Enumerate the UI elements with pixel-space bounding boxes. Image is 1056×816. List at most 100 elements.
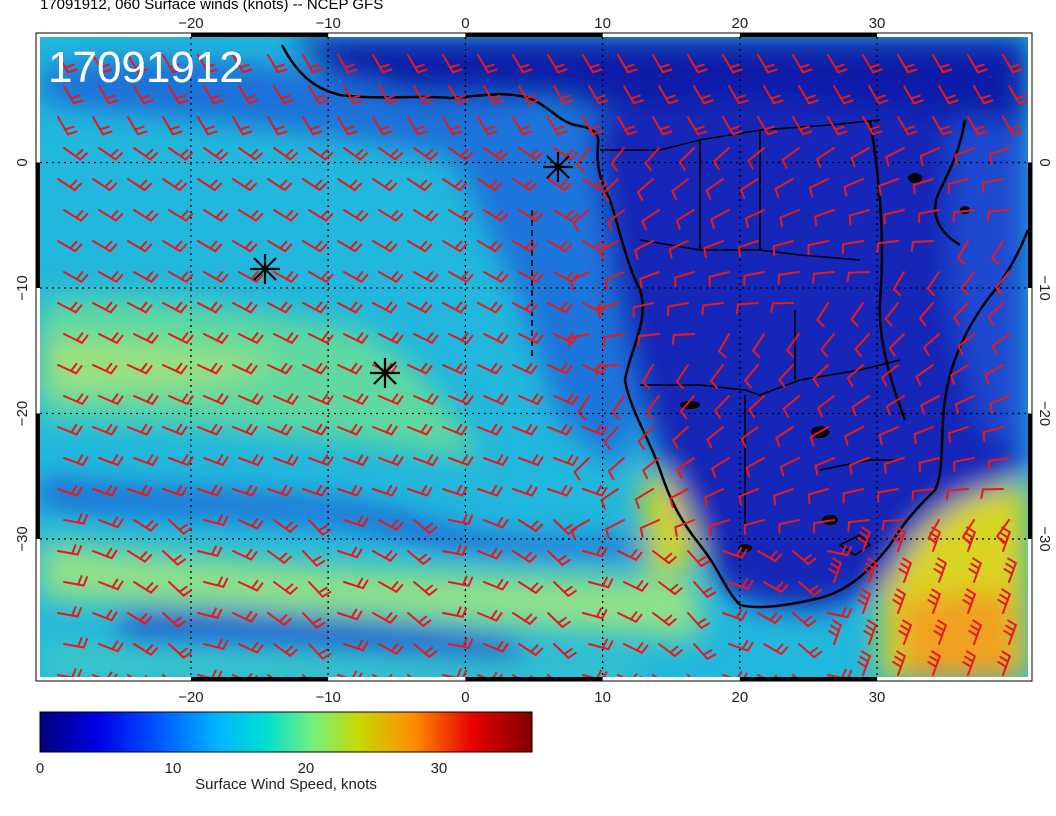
wind-barb: [273, 85, 294, 105]
wind-barb: [868, 85, 889, 105]
wind-barb: [798, 581, 823, 597]
wind-barb: [950, 364, 969, 386]
wind-barb: [817, 395, 835, 418]
wind-barb: [337, 178, 363, 191]
wind-barb: [897, 54, 918, 74]
wind-barb: [605, 519, 625, 539]
wind-barb: [238, 271, 264, 283]
wind-barb: [607, 209, 625, 232]
wind-barb: [582, 54, 603, 74]
wind-barb: [98, 147, 123, 161]
wind-barb: [693, 85, 714, 105]
wind-barb: [343, 454, 369, 466]
wind-barb: [812, 271, 835, 284]
wind-barb: [238, 332, 264, 344]
wind-barb: [603, 426, 619, 451]
wind-barb: [98, 85, 119, 105]
wind-barb: [863, 557, 877, 583]
lat-labels-right: 0 −10 −20 −30: [1036, 158, 1053, 551]
wind-barb: [197, 240, 223, 253]
wind-barb: [302, 484, 328, 497]
coastline: [280, 44, 1028, 609]
wind-barb: [442, 484, 468, 497]
wind-barb: [197, 54, 218, 74]
wind-barb: [512, 612, 538, 625]
wind-barb: [926, 271, 940, 297]
wind-barb: [378, 147, 403, 161]
wind-barb: [477, 116, 498, 136]
wind-barb: [915, 364, 934, 386]
wind-barb: [127, 362, 153, 375]
wind-barb: [779, 209, 800, 228]
wind-barb: [639, 271, 660, 289]
wind-barb: [807, 488, 829, 505]
wind-barb: [933, 557, 947, 583]
wind-barb: [885, 395, 905, 416]
wind-barb: [442, 606, 468, 618]
wind-barb: [947, 426, 969, 444]
wind-barb: [448, 147, 473, 161]
wind-barb: [203, 576, 229, 588]
wind-barb: [518, 332, 544, 344]
wind-barb: [711, 457, 730, 479]
wind-barb: [483, 85, 504, 105]
wind-barb: [407, 240, 433, 253]
wind-barb: [63, 454, 89, 466]
wind-barb: [967, 116, 988, 136]
wind-barb: [611, 395, 625, 420]
wind-barb: [892, 650, 906, 676]
wind-barb: [162, 484, 188, 497]
wind-barb: [267, 423, 293, 436]
wind-barb: [92, 301, 118, 314]
wind-barb: [162, 612, 186, 628]
wind-barb: [710, 209, 730, 230]
wind-barb: [962, 526, 976, 552]
wind-barb: [442, 301, 468, 314]
wind-barb: [770, 302, 794, 314]
wind-barb: [675, 209, 695, 230]
wind-barb: [267, 116, 288, 136]
wind-barb: [644, 147, 660, 172]
wind-barb: [442, 362, 468, 375]
wind-barb: [63, 393, 89, 405]
wind-barb: [57, 240, 83, 253]
wind-barb: [588, 576, 614, 589]
wind-barb: [570, 271, 590, 291]
wind-barb: [816, 147, 835, 169]
wind-barb: [372, 612, 398, 624]
wind-barb: [63, 332, 89, 344]
wind-barb: [57, 484, 83, 497]
wind-barb: [637, 426, 654, 450]
wind-barb: [857, 650, 871, 676]
wind-barb: [477, 362, 503, 375]
wind-barb: [623, 642, 649, 654]
wind-barb: [669, 488, 689, 509]
wind-barb: [232, 610, 258, 623]
wind-barb: [576, 147, 590, 172]
wind-barb: [850, 147, 870, 168]
graticule: [40, 37, 1028, 677]
wind-barb: [778, 519, 800, 535]
wind-barb: [448, 575, 474, 587]
wind-barb: [752, 333, 765, 359]
wind-barb: [547, 178, 573, 191]
lon-tick-label: 20: [731, 15, 748, 32]
wind-barb: [232, 54, 253, 74]
wind-barb: [667, 302, 689, 317]
wind-barb: [572, 209, 590, 232]
wind-barb: [337, 362, 363, 375]
wind-barb: [792, 550, 817, 566]
wind-barb: [849, 457, 870, 475]
wind-barb: [203, 85, 224, 105]
wind-barb: [878, 178, 899, 196]
wind-barb: [512, 550, 538, 563]
wind-barb: [744, 364, 759, 389]
wind-barb: [701, 302, 724, 316]
wind-barb: [984, 364, 1004, 385]
wind-barb: [302, 612, 326, 629]
wind-barb: [197, 423, 223, 436]
wind-barb: [512, 240, 538, 253]
wind-barb: [477, 240, 503, 253]
wind-barb: [127, 612, 153, 625]
wind-barb: [267, 54, 288, 74]
